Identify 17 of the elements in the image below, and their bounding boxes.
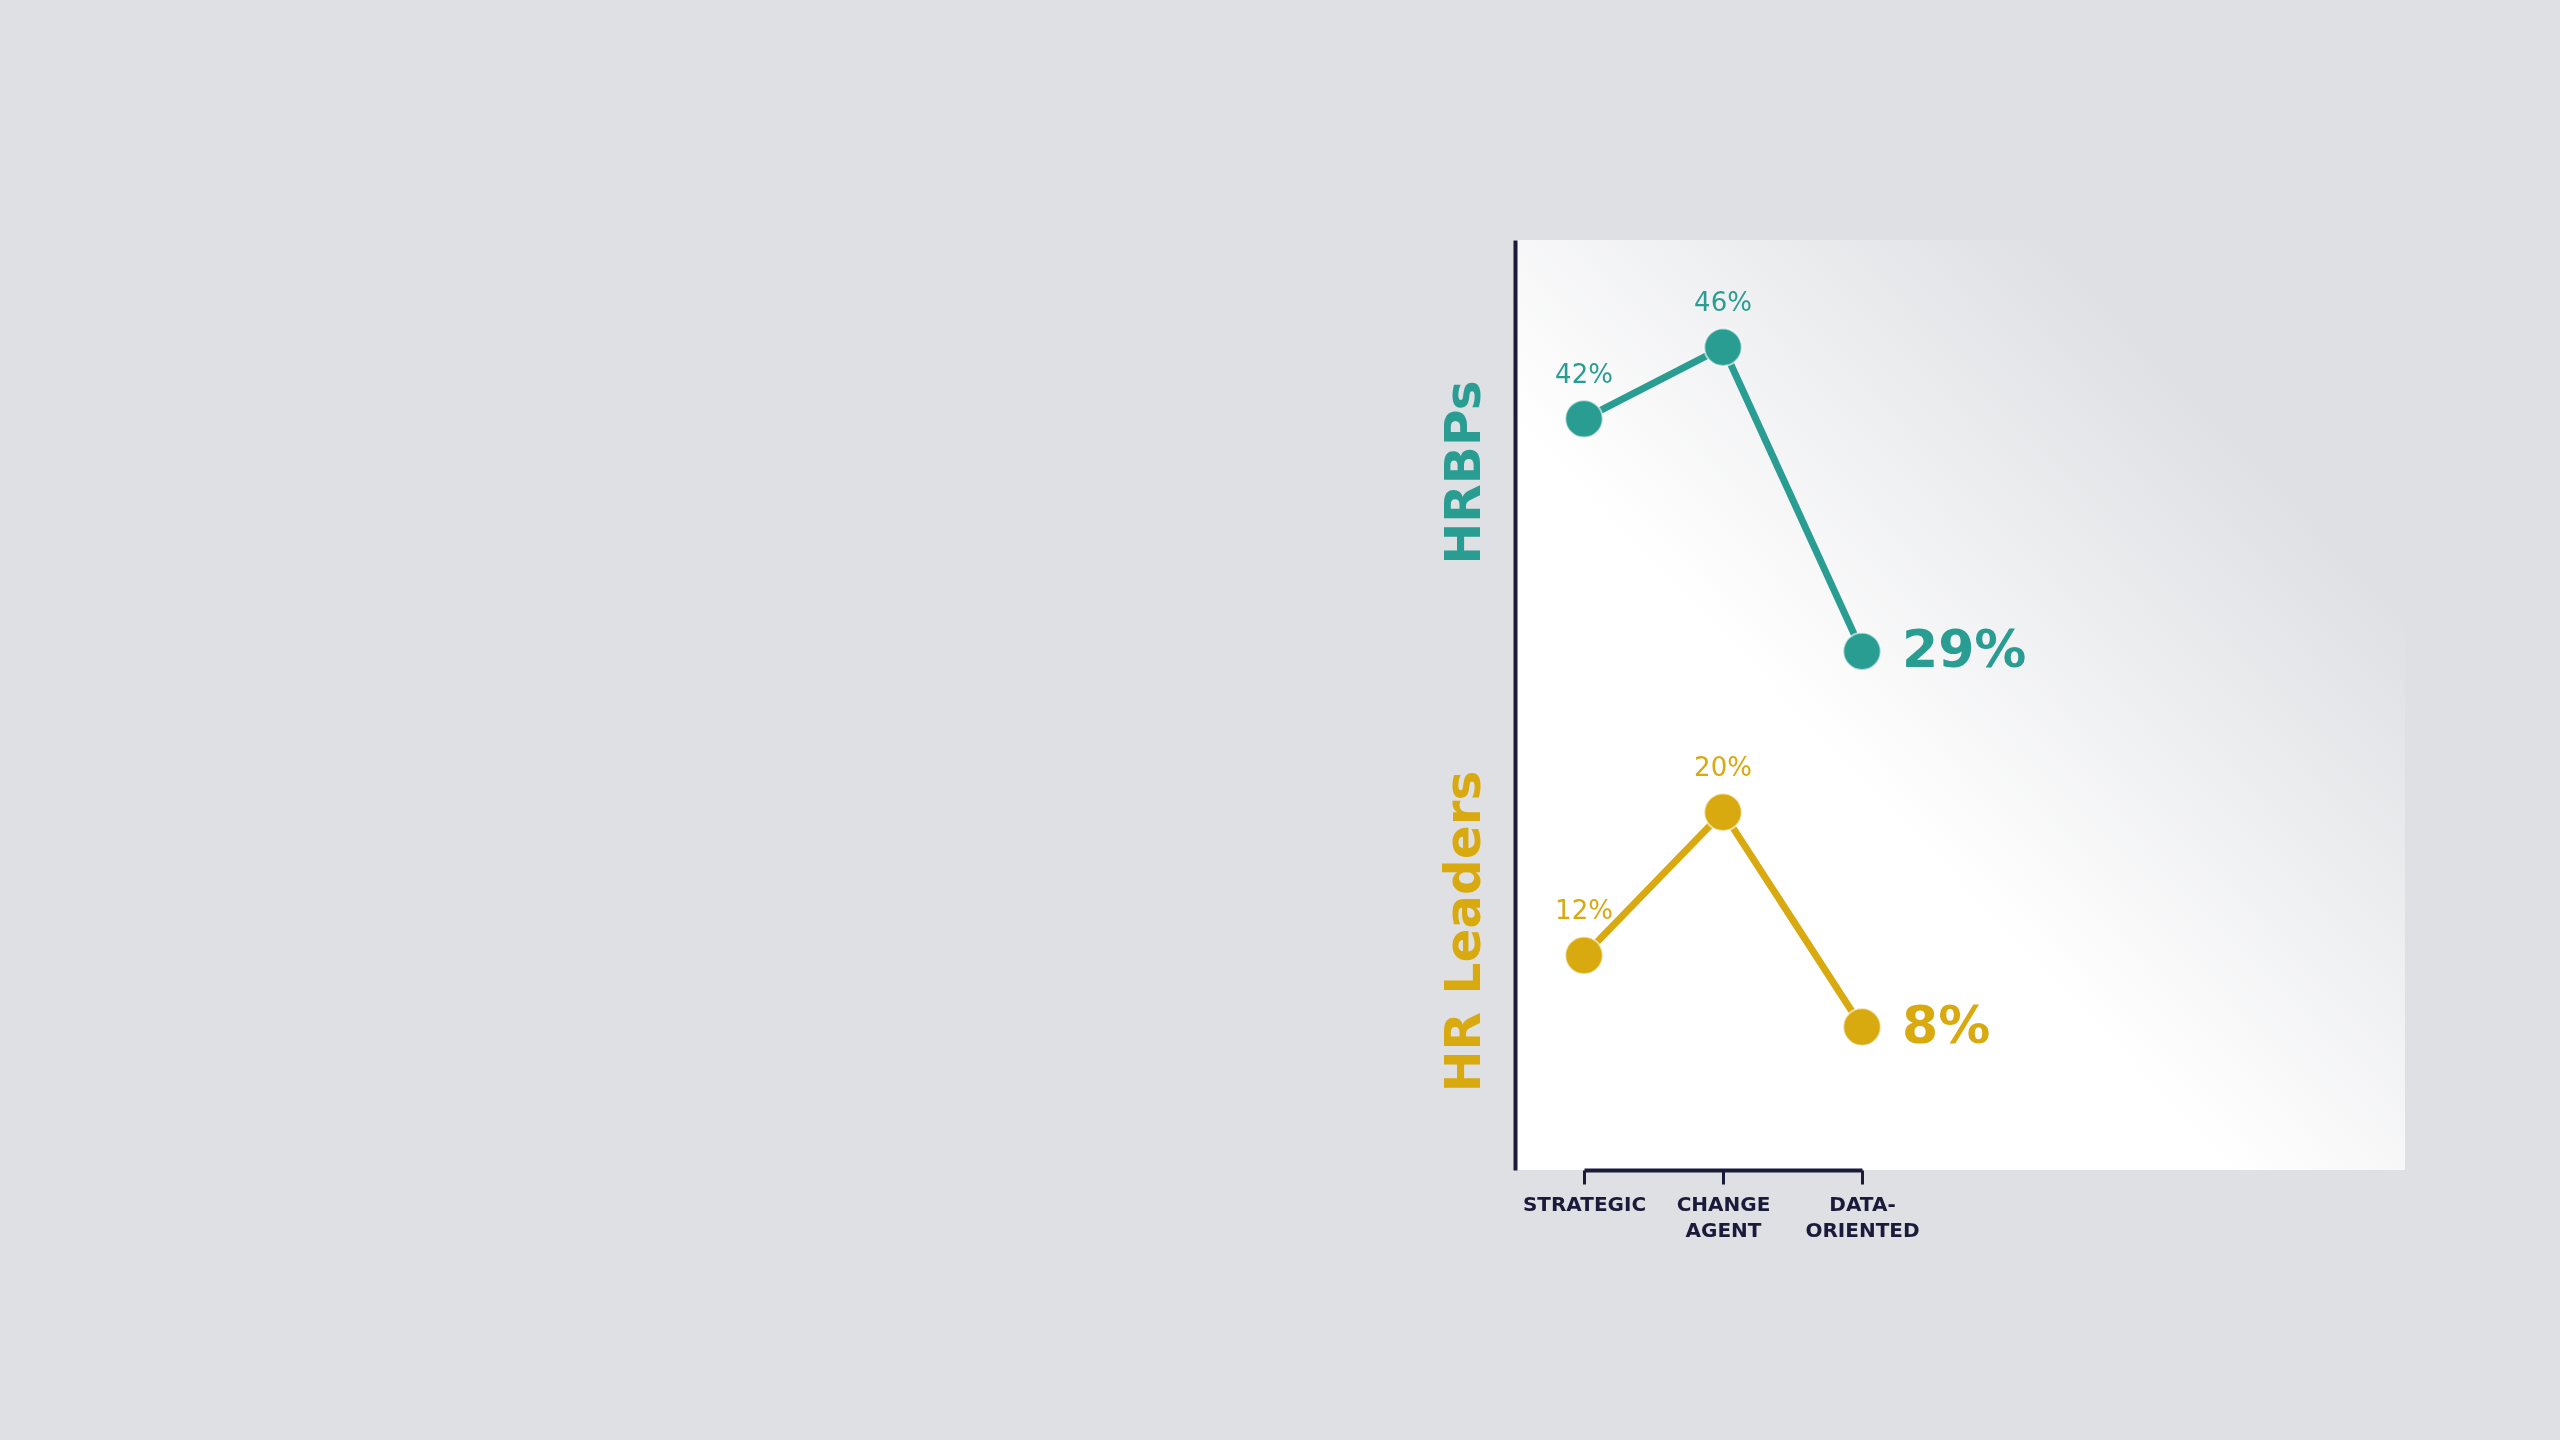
- point: [1564, 399, 1604, 439]
- data-label: 29%: [1902, 619, 2027, 680]
- data-label: 42%: [1555, 358, 1613, 389]
- point: [1703, 792, 1743, 832]
- point: [1842, 1007, 1882, 1047]
- x-tick-label: CHANGE AGENT: [1676, 1191, 1771, 1242]
- text: HRBPs: [1434, 380, 1492, 565]
- point: [1564, 935, 1604, 976]
- x-tick-label: STRATEGIC: [1522, 1191, 1647, 1216]
- point: [1842, 631, 1882, 672]
- data-label: 8%: [1902, 994, 1991, 1055]
- data-label: 46%: [1694, 287, 1752, 318]
- data-label: 20%: [1694, 752, 1752, 783]
- data-label: 12%: [1555, 895, 1613, 926]
- point: [1703, 327, 1743, 367]
- x-tick-label: DATA-ORIENTED: [1805, 1191, 1920, 1242]
- text: HR Leaders: [1434, 770, 1492, 1093]
